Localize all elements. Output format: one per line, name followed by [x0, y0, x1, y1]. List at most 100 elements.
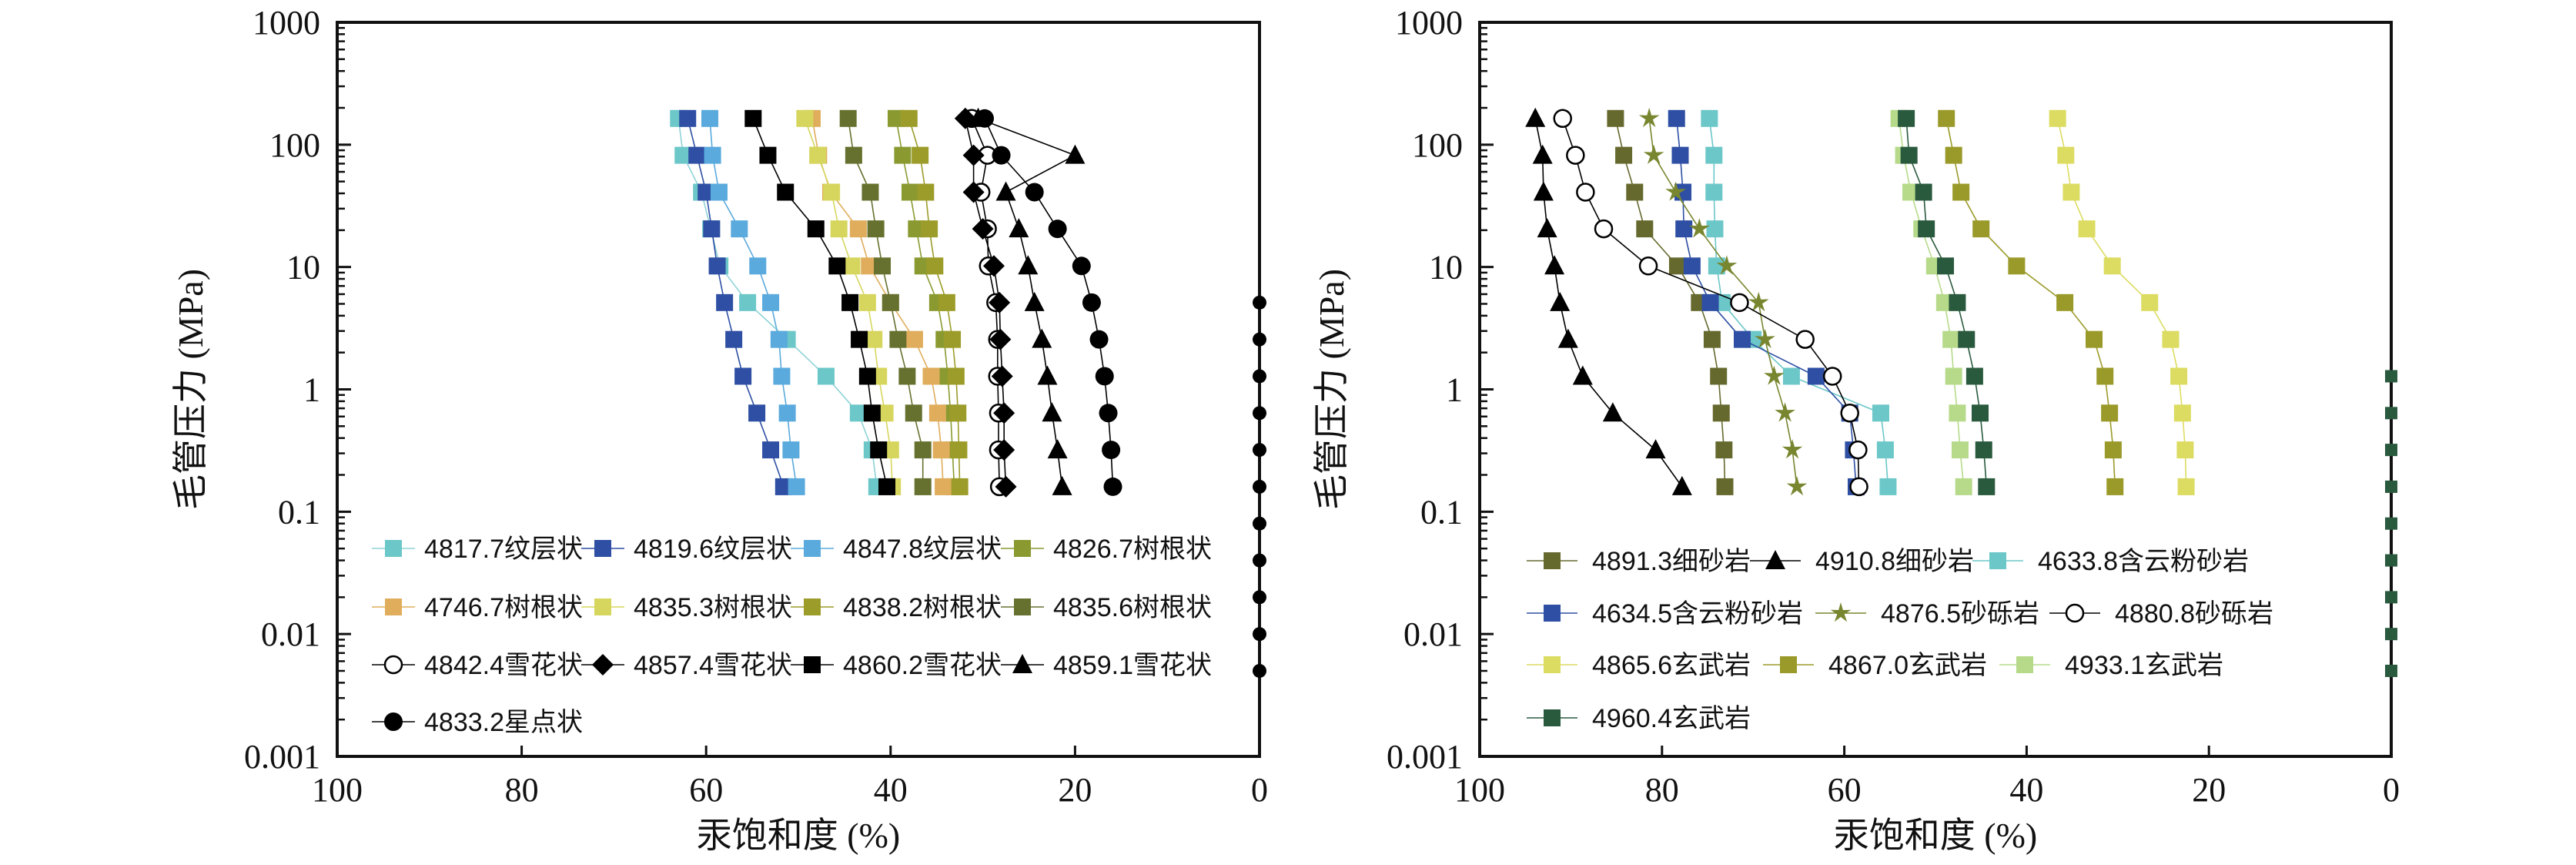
- data-point: [1032, 328, 1052, 348]
- data-point: [1775, 402, 1795, 422]
- data-point: [809, 146, 827, 164]
- data-point: [1103, 477, 1122, 496]
- data-point: [704, 146, 721, 164]
- data-point: [1710, 367, 1728, 385]
- data-point: [1671, 475, 1692, 495]
- data-point: [1972, 404, 1989, 422]
- edge-markers: [1253, 295, 1266, 678]
- data-point: [861, 257, 878, 275]
- data-point: [2057, 146, 2075, 164]
- data-point: [1949, 404, 1966, 422]
- data-point: [1715, 441, 1733, 459]
- data-point: [1748, 291, 1769, 312]
- data-point: [1872, 404, 1889, 422]
- legend-marker: [594, 598, 611, 615]
- edge-data-point: [1253, 443, 1266, 458]
- data-point: [1615, 146, 1633, 164]
- edge-data-point: [2385, 517, 2397, 530]
- legend-label: 4933.1玄武岩: [2065, 651, 2223, 680]
- x-tick-label: 0: [1251, 771, 1268, 809]
- data-point: [1018, 255, 1039, 275]
- data-point: [1037, 365, 1058, 385]
- legend-label: 4876.5砂砾岩: [1881, 599, 2039, 629]
- data-point: [905, 404, 922, 422]
- data-point: [1915, 183, 1932, 201]
- data-point: [759, 146, 777, 164]
- x-tick-label: 80: [505, 771, 539, 809]
- data-point: [995, 181, 1016, 201]
- series-4847.8纹层状: [701, 109, 805, 495]
- legend-marker: [1544, 709, 1561, 726]
- legend-item: 4633.8含云粉砂岩: [1972, 547, 2249, 576]
- data-point: [1533, 181, 1554, 201]
- x-tick-label: 20: [1058, 771, 1092, 809]
- legend-marker: [2016, 656, 2033, 673]
- data-point: [1089, 330, 1109, 349]
- data-point: [849, 220, 867, 238]
- data-point: [817, 367, 835, 385]
- data-point: [1009, 218, 1029, 238]
- plot-frame: [1478, 21, 2393, 758]
- data-point: [851, 330, 868, 348]
- data-point: [1052, 475, 1072, 495]
- series-4819.6纹层状: [679, 109, 792, 495]
- data-point: [1082, 293, 1101, 312]
- data-point: [938, 293, 955, 311]
- data-point: [1102, 441, 1121, 460]
- data-point: [843, 257, 861, 275]
- data-point: [1822, 367, 1842, 386]
- series-4838.2树根状: [900, 109, 969, 495]
- data-point: [901, 183, 918, 201]
- y-axis-title: 毛管压力 (MPa): [171, 269, 210, 510]
- legend-label: 4838.2树根状: [843, 593, 1002, 622]
- series-4833.2星点状: [975, 109, 1122, 496]
- edge-data-point: [2385, 628, 2397, 641]
- data-point: [1099, 404, 1118, 423]
- data-point: [1902, 183, 1920, 201]
- data-point: [865, 330, 883, 348]
- x-axis-title: 汞饱和度 (%): [697, 816, 900, 855]
- data-point: [1795, 330, 1815, 349]
- data-point: [962, 144, 985, 166]
- series-4910.8细砂岩: [1525, 107, 1692, 495]
- y-tick-label: 10: [1429, 249, 1463, 287]
- legend-marker: [2065, 603, 2085, 623]
- data-point: [1706, 220, 1724, 238]
- data-point: [1848, 440, 1868, 460]
- data-point: [1668, 257, 1686, 275]
- legend-item: 4842.4雪花状: [372, 651, 583, 680]
- edge-data-point: [1253, 479, 1266, 494]
- data-point: [2103, 257, 2121, 275]
- data-point: [1525, 107, 1546, 127]
- data-point: [932, 441, 950, 459]
- data-point: [1544, 255, 1565, 275]
- legend: 4817.7纹层状 4819.6纹层状 4847.8纹层状 4826.7树根状 4746…: [372, 535, 1212, 737]
- data-point: [1602, 402, 1623, 422]
- data-point: [2086, 330, 2103, 348]
- series-4860.2雪花状: [744, 109, 896, 495]
- data-point: [867, 220, 885, 238]
- data-point: [716, 293, 734, 311]
- data-point: [688, 146, 706, 164]
- data-point: [2176, 441, 2194, 459]
- edge-data-point: [2385, 407, 2397, 420]
- series-4891.3细砂岩: [1607, 109, 1734, 495]
- data-point: [1643, 144, 1664, 164]
- data-point: [1607, 109, 1624, 127]
- data-point: [778, 404, 796, 422]
- y-tick-label: 1: [303, 371, 320, 409]
- edge-data-point: [1253, 627, 1266, 642]
- legend-marker: [383, 655, 403, 675]
- edge-data-point: [2385, 664, 2397, 677]
- data-point: [1712, 404, 1730, 422]
- data-point: [2162, 330, 2180, 348]
- data-point: [845, 146, 862, 164]
- data-point: [807, 220, 825, 238]
- legend-marker: [385, 540, 402, 557]
- data-point: [2056, 293, 2074, 311]
- legend-label: 4857.4雪花状: [634, 651, 792, 680]
- data-point: [905, 330, 923, 348]
- data-point: [1572, 365, 1593, 385]
- data-point: [1945, 367, 1962, 385]
